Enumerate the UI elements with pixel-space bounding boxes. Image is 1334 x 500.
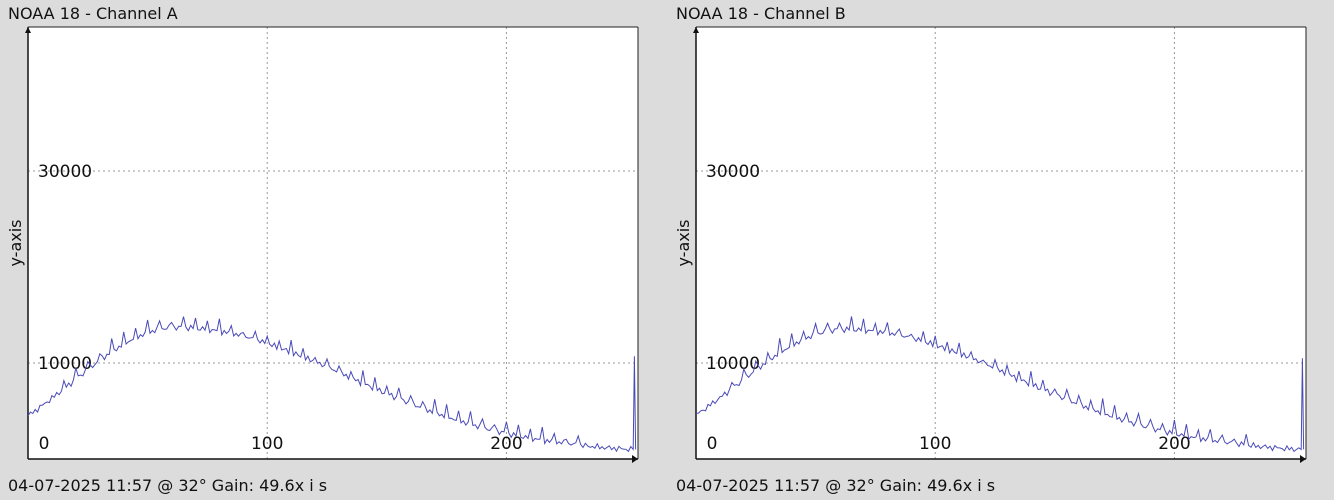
y-axis-arrow (693, 27, 699, 33)
chart-footer: 04-07-2025 11:57 @ 32° Gain: 49.6x i s (8, 476, 327, 495)
x-tick-label: 100 (919, 434, 951, 454)
channel-b-plot: y-axis 10000 30000 0 100 200 (674, 26, 1307, 463)
x-tick-label: 200 (1158, 434, 1190, 454)
x-tick-label: 200 (490, 434, 522, 454)
footer-status: 04-07-2025 11:57 @ 32° Gain: 49.6 (676, 476, 963, 495)
channel-a-plot: y-axis 10000 30000 0 100 200 (6, 26, 639, 463)
y-axis-title: y-axis (6, 219, 25, 266)
y-tick-label: 30000 (38, 162, 92, 182)
signal-series-line (695, 316, 1305, 453)
y-tick-label: 10000 (706, 354, 760, 374)
x-axis-arrow (632, 455, 638, 463)
signal-series-line (27, 316, 637, 453)
chart-title: NOAA 18 - Channel B (676, 4, 846, 23)
x-axis-label: x i s (962, 476, 996, 495)
plot-area (696, 27, 1306, 459)
x-tick-label: 0 (39, 434, 50, 454)
y-tick-label: 30000 (706, 162, 760, 182)
y-axis-arrow (25, 27, 31, 33)
x-tick-label: 0 (707, 434, 718, 454)
channel-a-panel: NOAA 18 - Channel A y-axis 10000 30000 0 100… (0, 0, 640, 500)
x-axis-label: x i s (294, 476, 328, 495)
footer-status: 04-07-2025 11:57 @ 32° Gain: 49.6 (8, 476, 295, 495)
y-tick-label: 10000 (38, 354, 92, 374)
channel-b-panel: NOAA 18 - Channel B y-axis 10000 30000 0 100… (668, 0, 1308, 500)
x-axis-arrow (1300, 455, 1306, 463)
y-axis-title: y-axis (674, 219, 693, 266)
x-tick-label: 100 (251, 434, 283, 454)
chart-footer: 04-07-2025 11:57 @ 32° Gain: 49.6x i s (676, 476, 995, 495)
plot-area (28, 27, 638, 459)
chart-title: NOAA 18 - Channel A (8, 4, 178, 23)
